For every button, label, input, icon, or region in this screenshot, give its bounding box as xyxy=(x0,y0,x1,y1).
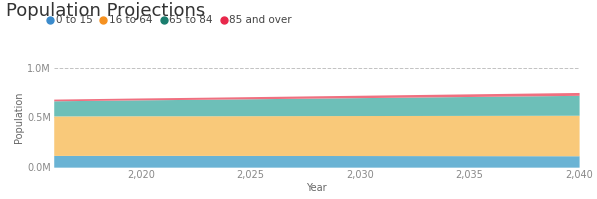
Text: Population Projections: Population Projections xyxy=(6,2,205,20)
X-axis label: Year: Year xyxy=(306,183,327,193)
Y-axis label: Population: Population xyxy=(14,92,24,143)
Legend: 0 to 15, 16 to 64, 65 to 84, 85 and over: 0 to 15, 16 to 64, 65 to 84, 85 and over xyxy=(43,11,296,29)
